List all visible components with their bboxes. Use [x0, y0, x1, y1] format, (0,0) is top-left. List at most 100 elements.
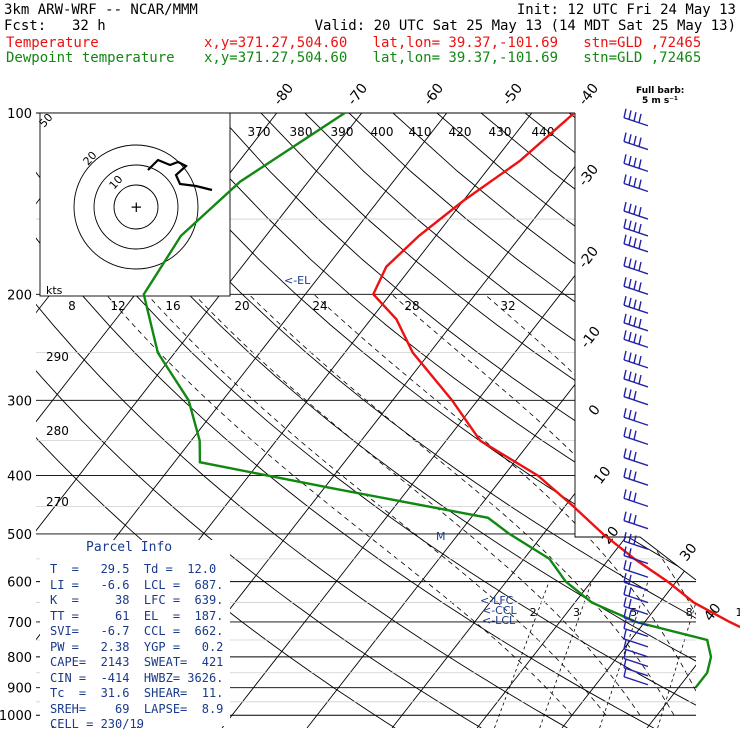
wind-barb-staff: [623, 162, 649, 173]
wind-barb: [623, 427, 649, 446]
wind-barb-feather: [628, 409, 632, 420]
hodograph-speed-label: 20: [234, 299, 249, 313]
wind-barb: [623, 313, 649, 332]
wind-barb-feather: [633, 333, 637, 343]
wind-barb-feather: [628, 548, 632, 558]
wind-barb: [623, 560, 649, 578]
temperature-profile-line: [371, 112, 740, 629]
isotherm-label: -60: [421, 81, 448, 109]
isotherm-label: -40: [576, 81, 603, 109]
wind-barb: [623, 408, 649, 426]
parcel-info-row: SVI= -6.7 CCL = 662.: [50, 624, 224, 638]
hodograph-speed-label: 12: [110, 299, 125, 313]
init-time: Init: 12 UTC Fri 24 May 13: [516, 2, 736, 18]
wind-barb: [623, 108, 649, 127]
pressure-tick-label: 100: [7, 107, 32, 122]
dry-adiabat-line: [216, 113, 696, 497]
dewpoint-legend-label: Dewpoint temperature: [6, 50, 175, 66]
wind-barb-feather: [633, 238, 637, 248]
wind-barb-feather: [633, 411, 637, 421]
dry-adiabat-line: [40, 113, 696, 662]
pressure-tick-label: 800: [7, 651, 32, 666]
wind-barb-staff: [623, 243, 649, 253]
mixing-ratio-line: [657, 601, 696, 728]
wind-barb-feather: [638, 239, 642, 250]
wind-barb-staff: [623, 285, 649, 295]
wind-barb-feather: [623, 174, 627, 184]
wind-barb-feather: [638, 282, 642, 292]
wind-barb: [623, 468, 649, 486]
wind-barb-feather: [623, 234, 627, 244]
mixing-ratio-label: 5: [630, 606, 637, 619]
parcel-info-table: T = 29.5 Td = 12.0 LI = -6.6 LCL = 687. K …: [50, 562, 223, 733]
model-title: 3km ARW-WRF -- NCAR/MMM: [4, 2, 198, 18]
wind-barb-feather: [633, 492, 637, 502]
wind-barb-staff: [623, 210, 649, 220]
wind-barb-staff: [623, 476, 649, 486]
wind-barb-staff: [623, 593, 649, 604]
wind-barb-feather: [628, 610, 632, 620]
wind-barb-staff: [623, 416, 649, 426]
wind-barb-staff: [623, 182, 649, 193]
wind-barb-feather: [623, 597, 627, 607]
wind-barb-staff: [623, 676, 649, 686]
parcel-info-row: CELL = 230/19: [50, 717, 144, 731]
pressure-tick-label: 300: [7, 394, 32, 409]
parcel-info-row: CAPE= 2143 SWEAT= 421: [50, 655, 224, 669]
dewpoint-location: x,y=371.27,504.60 lat,lon= 39.37,-101.69…: [204, 50, 702, 66]
wind-barb-feather: [623, 532, 627, 542]
wind-barb-feather: [633, 471, 637, 481]
moist-adiabat-line: [193, 294, 641, 716]
wind-barb-feather: [623, 619, 627, 629]
wind-barb-feather: [628, 203, 632, 213]
wind-barb: [623, 218, 649, 237]
theta-label: 280: [46, 424, 69, 438]
wind-barb-feather: [628, 490, 632, 501]
dry-adiabat-line: [260, 113, 696, 458]
wind-barb: [623, 667, 649, 686]
wind-barb-feather: [628, 134, 632, 144]
wind-barb-feather: [628, 110, 632, 120]
hodograph-ring: [93, 164, 179, 250]
wind-barb-feather: [633, 451, 637, 462]
wind-barb-feather: [628, 587, 632, 597]
wind-barb-staff: [623, 616, 649, 627]
wind-barb-feather: [638, 301, 642, 311]
wind-barb-staff: [623, 359, 649, 369]
wind-barb-staff: [623, 497, 649, 508]
wind-barb-feather: [633, 280, 637, 290]
wind-barb-staff: [623, 657, 649, 668]
wind-barb: [623, 387, 649, 406]
wind-barb: [623, 619, 649, 638]
wind-barb-feather: [638, 355, 642, 366]
wind-barb: [623, 174, 649, 193]
isotherm-line: [306, 228, 696, 728]
temperature-location: x,y=371.27,504.60 lat,lon= 39.37,-101.69…: [204, 35, 702, 51]
wind-barb-feather: [628, 236, 632, 246]
dry-adiabat-line: [36, 237, 654, 728]
wind-barb: [623, 597, 649, 616]
isotherm-line: [0, 113, 22, 728]
fcst-label: Fcst:: [4, 18, 47, 34]
wind-barb-feather: [623, 658, 627, 668]
wind-barb-feather: [638, 223, 642, 234]
wind-barb-feather: [628, 352, 632, 362]
parcel-info-row: Tc = 31.6 SHEAR= 11.: [50, 686, 224, 700]
wind-barb-feather: [633, 222, 637, 232]
parcel-info-row: TT = 61 EL = 187.: [50, 608, 224, 623]
pressure-tick-label: 600: [7, 576, 32, 591]
wind-barb-feather: [628, 331, 632, 342]
dewpoint-profile-line: [142, 111, 713, 689]
wind-barb: [623, 132, 649, 151]
wind-barb-feather: [623, 608, 627, 618]
diagram-mask: [575, 113, 740, 728]
parcel-info-row: K = 38 LFC = 639.: [50, 593, 224, 607]
wind-barb-feather: [623, 448, 627, 458]
wind-barb-feather: [633, 430, 637, 440]
wind-barb-staff: [623, 265, 649, 275]
wind-barb-feather: [628, 315, 632, 325]
wind-barb-staff: [623, 667, 649, 677]
theta-label: 400: [371, 125, 394, 139]
wind-barb-staff: [623, 117, 649, 127]
wind-barb-staff: [623, 304, 649, 314]
